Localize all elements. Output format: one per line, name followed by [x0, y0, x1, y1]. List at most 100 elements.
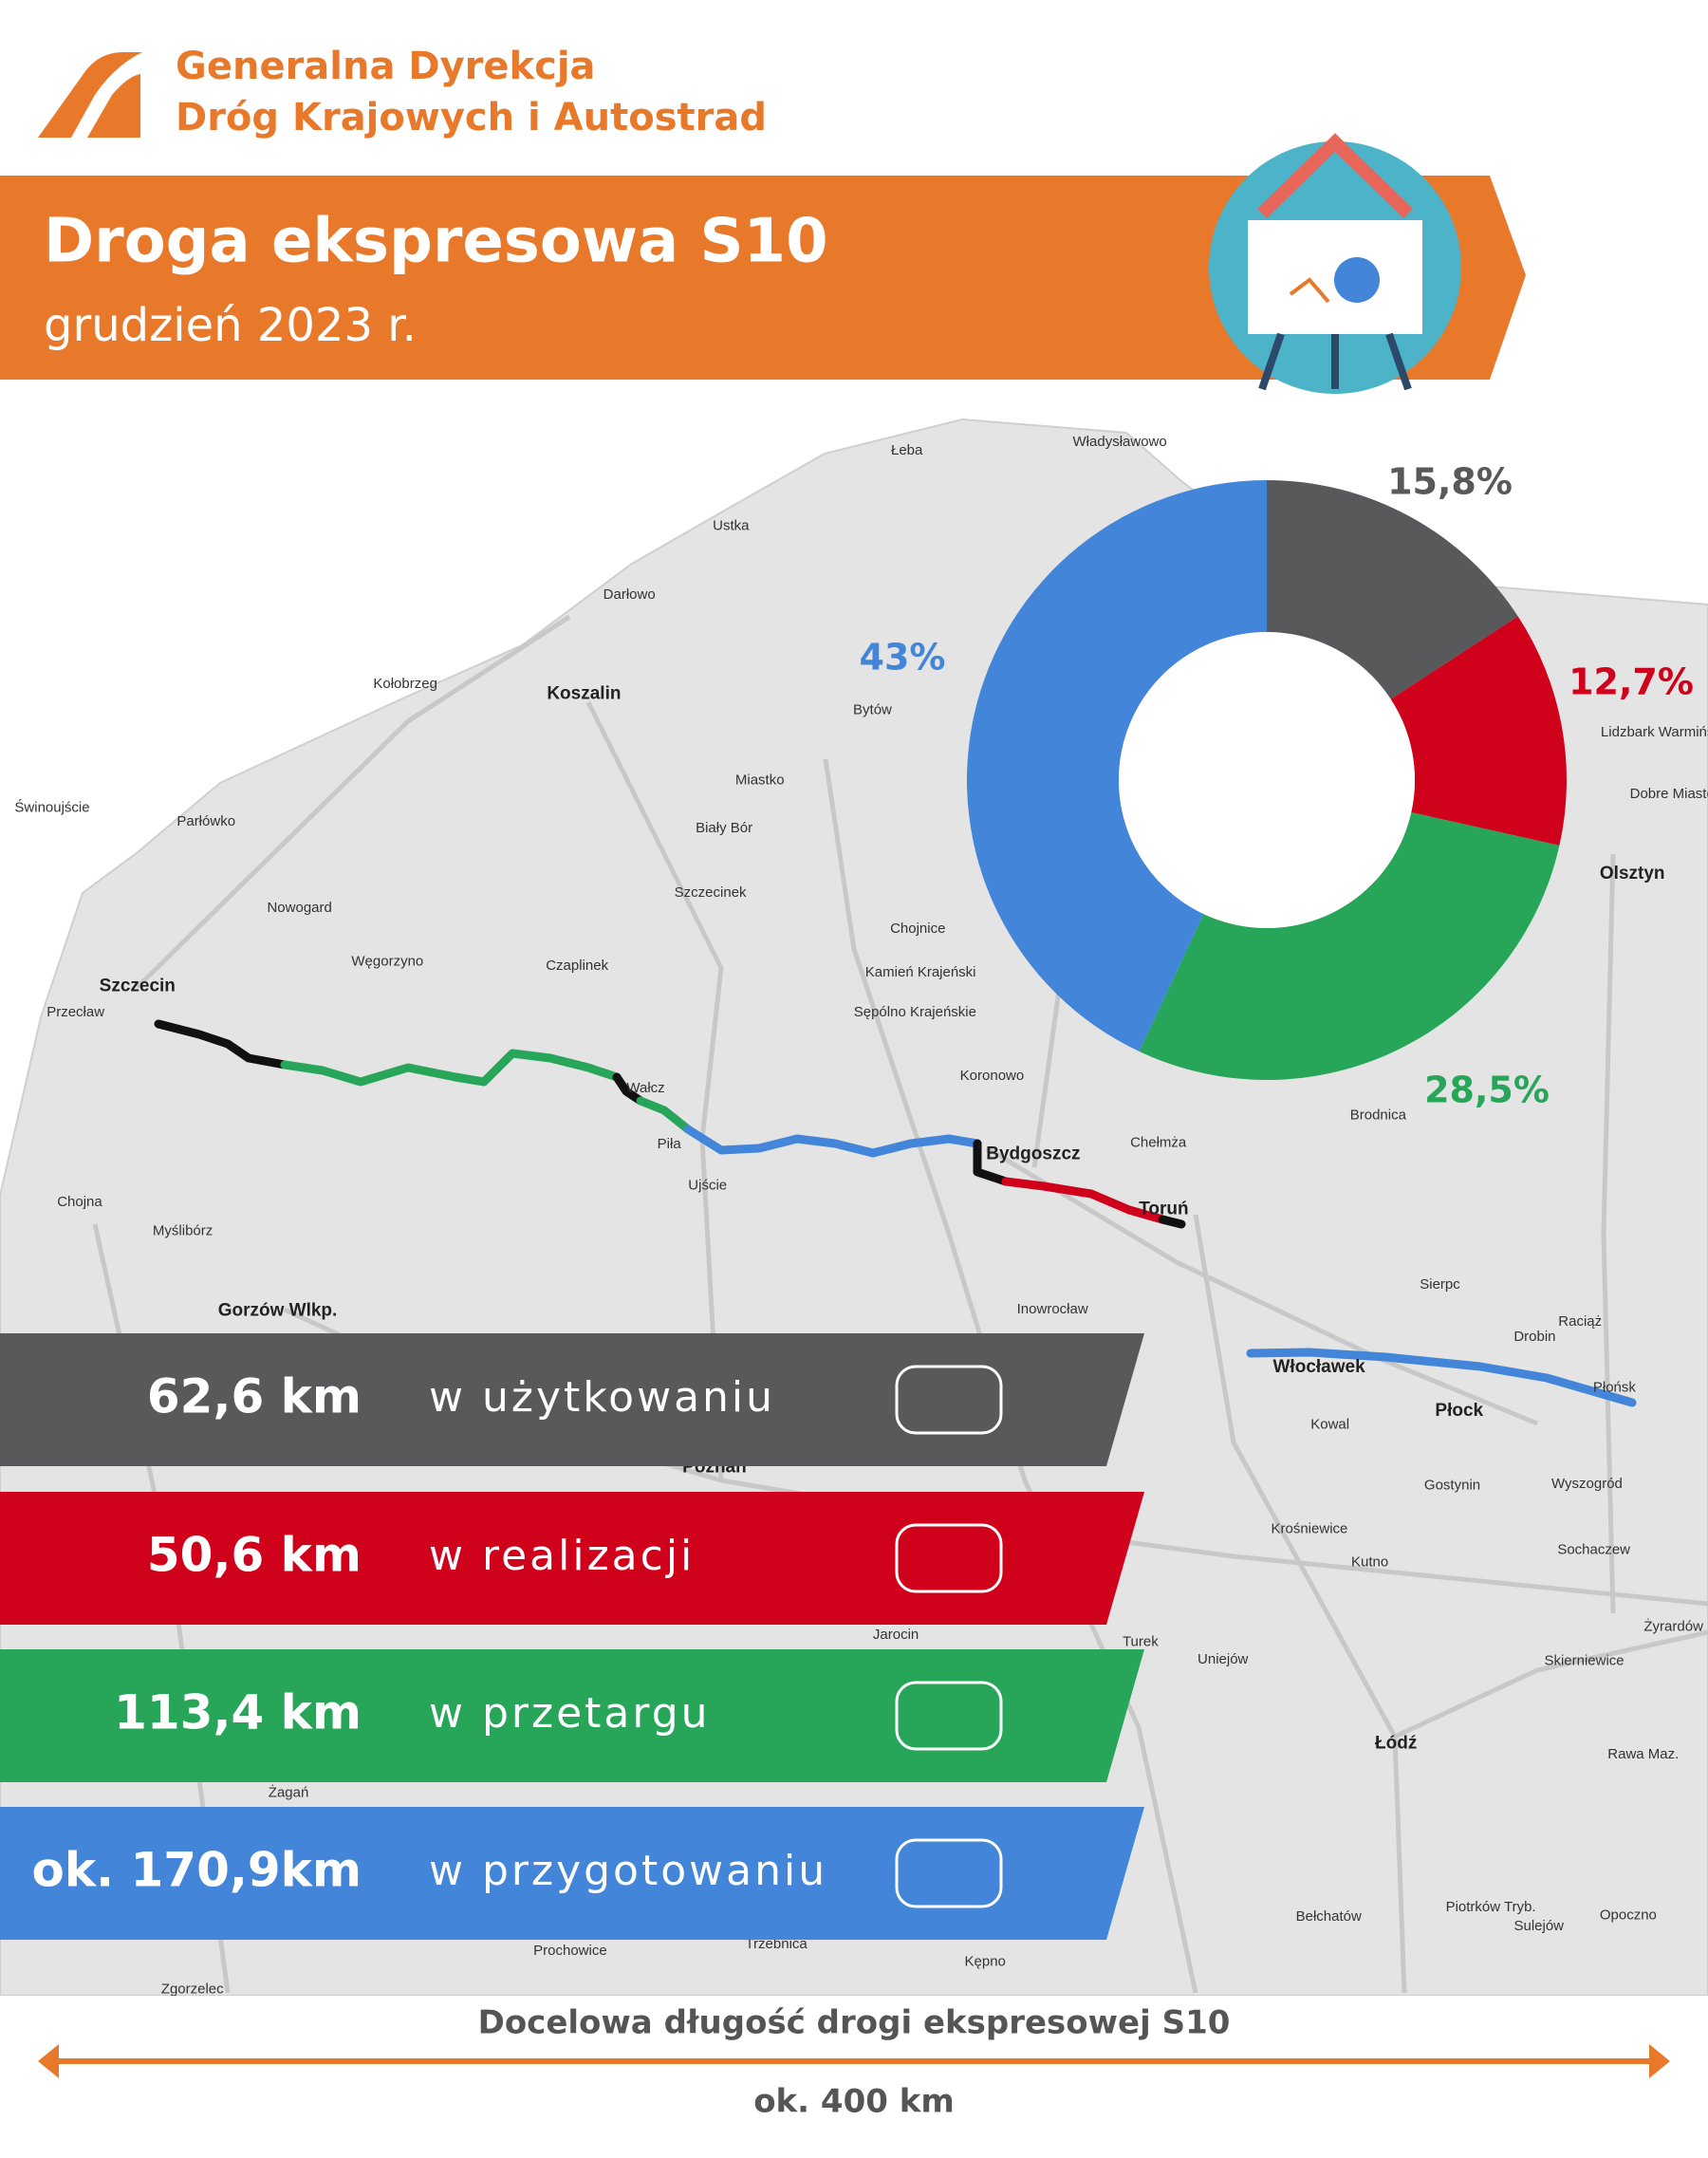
org-name: Generalna Dyrekcja [176, 45, 596, 88]
org-name: Dróg Krajowych i Autostrad [176, 96, 767, 140]
route-segment [973, 1139, 1011, 1186]
route-segment [1246, 1348, 1637, 1407]
road [585, 700, 724, 1481]
stat-label: w realizacji [429, 1532, 695, 1580]
city-label: Prochowice [533, 1943, 607, 1959]
city-label: Bełchatów [1296, 1908, 1362, 1925]
stat-icon [895, 1681, 1003, 1751]
icon-pie [1334, 257, 1380, 303]
city-label: Płońsk [1593, 1379, 1637, 1395]
city-label: Koronowo [960, 1068, 1025, 1084]
city-label: Świnoujście [14, 798, 89, 815]
title-banner [0, 176, 1526, 380]
city-label: Drobin [1513, 1329, 1555, 1345]
city-label: Myślibórz [153, 1222, 213, 1238]
city-label: Szczecin [100, 977, 176, 996]
city-label: Bydgoszcz [986, 1144, 1080, 1163]
road [1601, 853, 1616, 1614]
city-label: Trzebnica [745, 1936, 808, 1952]
icon-roof [1257, 133, 1413, 219]
donut-segment [1267, 480, 1518, 699]
road [1393, 1629, 1708, 1739]
logo-shape [87, 74, 140, 138]
donut-segment [1139, 812, 1560, 1080]
city-label: Szczecinek [675, 884, 747, 901]
donut-label: 15,8% [1387, 461, 1513, 503]
city-label: Sępólno Krajeńskie [854, 1004, 976, 1020]
stat-icon [895, 1523, 1003, 1593]
route-segment [1001, 1177, 1167, 1224]
city-label: Bytów [853, 702, 892, 718]
donut-label: 43% [860, 637, 946, 679]
donut-segment [1390, 616, 1567, 846]
city-label: Zgorzelec [161, 1981, 224, 1998]
stat-label: w przetargu [429, 1689, 711, 1738]
stat-bar [0, 1492, 1144, 1625]
city-labels: Łeba Władysławowo Ustka Darłowo Kołobrzeg Kos… [14, 434, 1708, 1997]
city-label: Chełmża [1130, 1135, 1187, 1151]
city-label: Piotrków Tryb. [1446, 1899, 1536, 1915]
city-label: Dobre Miasto [1630, 786, 1708, 802]
city-label: Płock [1435, 1401, 1483, 1421]
city-label: Kamień Krajeński [865, 964, 976, 980]
route-segment [636, 1096, 693, 1134]
presentation-icon [1209, 133, 1461, 394]
city-label: Żyrardów [1643, 1617, 1703, 1634]
footer-caption: Docelowa długość drogi ekspresowej S10 [478, 2004, 1231, 2042]
city-label: Turek [1123, 1633, 1159, 1649]
city-label: Kowal [1310, 1417, 1349, 1433]
icon-line [1289, 277, 1330, 304]
city-label: Darłowo [603, 586, 656, 603]
logo-shape [38, 52, 142, 138]
road [1193, 1214, 1407, 1994]
stat-amount: 62,6 km [147, 1369, 362, 1424]
city-label: Ustka [713, 518, 750, 534]
donut-label: 28,5% [1424, 1070, 1550, 1111]
road [985, 1145, 1538, 1426]
city-label: Kołobrzeg [373, 676, 437, 692]
length-arrow [38, 2044, 1670, 2078]
city-label: Przecław [46, 1004, 104, 1020]
city-label: Sochaczew [1557, 1541, 1630, 1557]
footer-bg [0, 1996, 1708, 2154]
road [136, 614, 571, 989]
city-label: Kępno [965, 1954, 1006, 1970]
city-label: Uniejów [1197, 1651, 1249, 1667]
route-segment [280, 1049, 622, 1087]
city-label: Wałcz [626, 1080, 664, 1096]
donut-hole [1119, 632, 1415, 928]
subtitle: grudzień 2023 r. [44, 299, 417, 352]
city-label: Rawa Maz. [1607, 1746, 1679, 1762]
city-label: Łeba [891, 442, 923, 458]
city-label: Czaplinek [546, 958, 608, 974]
route-segment [612, 1072, 645, 1106]
city-label: Piła [658, 1136, 682, 1152]
city-label: Gostynin [1424, 1477, 1480, 1493]
city-label: Ujście [688, 1178, 727, 1194]
city-label: Olsztyn [1600, 864, 1665, 884]
stat-bars: 62,6 km w użytkowaniu 50,6 km w realizacji 1… [0, 1333, 1144, 1940]
route-segment [683, 1125, 982, 1158]
city-label: Skierniewice [1544, 1653, 1624, 1669]
city-label: Parłówko [176, 813, 235, 829]
donut-chart: 15,8% 12,7% 28,5% 43% [860, 461, 1694, 1111]
stat-label: w przygotowaniu [429, 1847, 827, 1895]
city-label: Sulejów [1513, 1918, 1564, 1934]
logo [38, 52, 142, 138]
stat-amount: 113,4 km [114, 1685, 362, 1740]
stat-amount: ok. 170,9km [31, 1843, 362, 1898]
city-label: Węgorzyno [351, 954, 423, 970]
stat-bar [0, 1649, 1144, 1782]
title: Droga ekspresowa S10 [44, 207, 828, 277]
city-label: Brodnica [1350, 1107, 1407, 1124]
stat-icon [895, 1365, 1003, 1435]
stat-amount: 50,6 km [147, 1528, 362, 1583]
route-segment [154, 1019, 289, 1070]
city-label: Opoczno [1600, 1907, 1657, 1923]
route-segment [1158, 1215, 1186, 1229]
city-label: Koszalin [547, 683, 621, 703]
city-label: Łódź [1375, 1734, 1417, 1754]
